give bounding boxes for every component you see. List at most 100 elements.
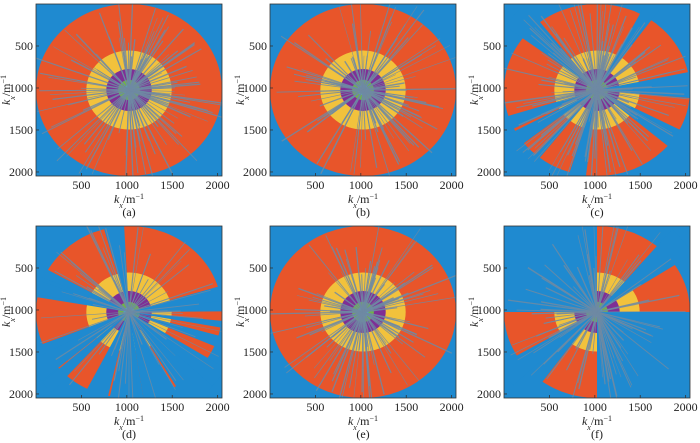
radial-line: [128, 311, 204, 319]
radial-line: [128, 89, 175, 124]
radial-line: [118, 37, 130, 91]
radial-line: [596, 311, 633, 330]
radial-line: [362, 55, 365, 91]
radial-line: [325, 235, 364, 313]
radial-line: [276, 89, 364, 93]
radial-line: [362, 292, 409, 313]
y-tick-label: 1500: [9, 345, 33, 359]
axes-frame: [503, 225, 691, 399]
radial-line: [550, 89, 598, 94]
radial-line: [128, 311, 177, 382]
y-tick-label: 2000: [477, 165, 501, 179]
radial-line: [362, 89, 423, 119]
axes-frame: [503, 3, 691, 177]
radial-line: [596, 55, 686, 91]
radial-line: [128, 40, 164, 91]
radial-line: [362, 82, 405, 91]
radial-line: [57, 89, 130, 150]
x-tick-label: 1000: [349, 178, 373, 192]
radial-line: [590, 89, 598, 128]
blocked-wedge: [129, 312, 154, 398]
radial-line: [66, 89, 130, 157]
radial-line: [117, 21, 130, 91]
radial-line: [309, 311, 364, 336]
radial-line: [324, 305, 364, 313]
radial-line: [362, 311, 429, 330]
radial-line: [586, 254, 598, 313]
radial-line: [362, 293, 439, 313]
radial-line: [286, 311, 364, 374]
radial-line: [362, 311, 408, 386]
y-tick-label: 500: [483, 261, 501, 275]
x-tick-label: 2000: [440, 400, 464, 414]
radial-line: [128, 227, 144, 313]
radial-line: [362, 311, 387, 344]
radial-line: [362, 4, 391, 91]
radial-line: [83, 89, 130, 145]
radial-line: [128, 83, 201, 91]
radial-line: [362, 89, 444, 110]
radial-line: [596, 89, 673, 134]
radial-line: [55, 311, 130, 361]
radial-line: [573, 286, 598, 313]
radial-line: [350, 4, 364, 91]
radial-line: [329, 311, 364, 361]
radial-line: [348, 311, 364, 388]
radial-line: [556, 311, 598, 315]
radial-line: [331, 311, 364, 382]
radial-line: [334, 291, 364, 313]
radial-line: [596, 89, 639, 120]
radial-line: [575, 89, 598, 145]
radial-line: [596, 311, 629, 355]
radial-line: [40, 311, 130, 344]
radial-line: [596, 89, 674, 137]
radial-line: [596, 311, 633, 386]
x-tick-label: 1000: [115, 400, 139, 414]
radial-lines: [270, 226, 456, 398]
radial-line: [541, 52, 598, 91]
radial-line: [68, 311, 130, 386]
radial-line: [107, 89, 130, 140]
x-tick-label: 2000: [674, 400, 698, 414]
radial-line: [128, 8, 157, 91]
radial-line: [596, 89, 690, 100]
radial-line: [596, 311, 686, 313]
y-tick-label: 2000: [9, 165, 33, 179]
radial-line: [128, 89, 198, 162]
radial-line: [119, 245, 130, 313]
radial-line: [573, 89, 598, 158]
radial-line: [362, 89, 378, 168]
radial-lines: [276, 4, 456, 176]
radial-line: [294, 80, 364, 91]
radial-line: [547, 53, 598, 91]
x-tick-label: 500: [306, 400, 324, 414]
radial-line: [362, 268, 367, 313]
radial-line: [128, 303, 200, 313]
y-tick-label: 500: [483, 39, 501, 53]
radial-line: [319, 89, 364, 107]
y-tick-label: 1500: [477, 345, 501, 359]
radial-line: [535, 311, 598, 337]
radial-line: [128, 249, 190, 313]
radial-line: [128, 264, 190, 313]
radial-line: [596, 27, 633, 91]
radial-line: [124, 311, 130, 384]
radial-line: [128, 283, 214, 313]
radial-line: [84, 89, 130, 153]
cutout-sector: [504, 226, 597, 312]
radial-line: [362, 89, 404, 117]
y-axis-label: kx/m−1: [467, 297, 485, 327]
radial-lines: [504, 4, 690, 176]
radial-line: [540, 308, 598, 313]
radial-line: [67, 311, 130, 362]
radial-line: [128, 279, 149, 313]
radial-line: [79, 272, 130, 313]
radial-line: [596, 4, 602, 91]
radial-line: [596, 89, 617, 176]
radial-line: [596, 89, 611, 167]
radial-line: [128, 89, 150, 141]
radial-line: [128, 311, 219, 357]
radial-line: [326, 311, 364, 348]
radial-line: [362, 89, 413, 98]
